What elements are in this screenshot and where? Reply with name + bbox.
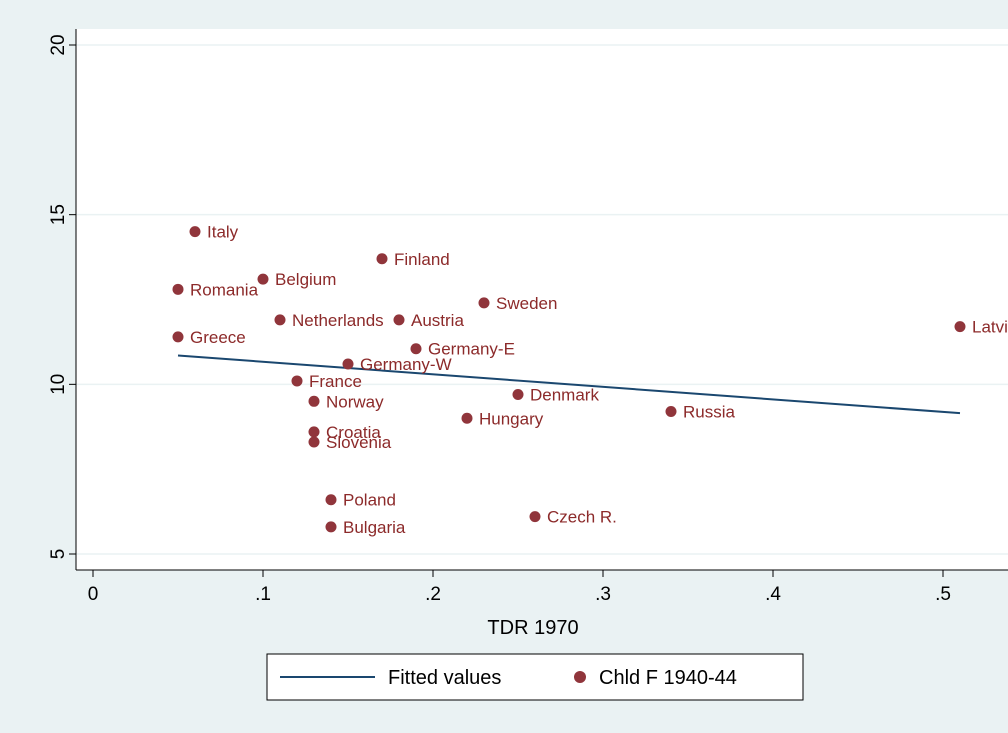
point-label: Norway <box>326 392 384 411</box>
scatter-point <box>308 436 320 448</box>
legend: Fitted values Chld F 1940-44 <box>266 653 804 701</box>
y-tick-label: 5 <box>48 549 69 560</box>
x-axis-ticks: 0 .1 .2 .3 .4 .5 <box>88 570 951 605</box>
point-label: Croatia <box>326 423 381 442</box>
scatter-point <box>308 426 320 438</box>
y-tick-label: 20 <box>48 34 69 55</box>
scatter-point <box>512 389 524 401</box>
scatter-point <box>529 511 541 523</box>
scatter-point <box>954 321 966 333</box>
point-label: Russia <box>683 402 736 421</box>
legend-label-points: Chld F 1940-44 <box>599 667 737 689</box>
point-label: Denmark <box>530 386 599 405</box>
scatter-point <box>308 395 320 407</box>
x-tick-label: .3 <box>595 584 611 605</box>
scatter-point <box>410 343 422 355</box>
x-tick-label: 0 <box>88 584 99 605</box>
scatter-point <box>376 253 388 265</box>
x-tick-label: .2 <box>425 584 441 605</box>
legend-marker-swatch <box>574 671 586 683</box>
scatter-point <box>478 297 490 309</box>
x-tick-label: .1 <box>255 584 271 605</box>
point-label: France <box>309 372 362 391</box>
point-label: Austria <box>411 311 464 330</box>
scatter-point <box>257 273 269 285</box>
y-tick-label: 15 <box>48 204 69 225</box>
point-label: Romania <box>190 280 259 299</box>
point-label: Latvia <box>972 318 1008 337</box>
scatter-point <box>342 358 354 370</box>
point-label: Germany-W <box>360 355 452 374</box>
x-axis-title: TDR 1970 <box>487 617 578 639</box>
scatter-point <box>393 314 405 326</box>
fitted-line-layer <box>177 354 961 415</box>
point-label: Germany-E <box>428 340 515 359</box>
point-label: Netherlands <box>292 311 384 330</box>
fitted-line <box>177 354 961 415</box>
scatter-point <box>189 226 201 238</box>
point-label: Poland <box>343 491 396 510</box>
scatter-points-layer: Italy Finland Belgium Romania Sweden Netherla… <box>172 223 1008 537</box>
scatter-point <box>291 375 303 387</box>
point-label: Czech R. <box>547 508 617 527</box>
point-label: Greece <box>190 328 246 347</box>
x-tick-label: .5 <box>935 584 951 605</box>
point-label: Finland <box>394 250 450 269</box>
scatter-point <box>325 494 337 506</box>
scatter-point <box>172 283 184 295</box>
point-label: Sweden <box>496 294 557 313</box>
point-label: Hungary <box>479 409 544 428</box>
plot-area <box>76 29 1008 570</box>
point-label: Bulgaria <box>343 518 406 537</box>
scatter-point <box>274 314 286 326</box>
point-label: Slovenia <box>326 433 392 452</box>
grid-lines <box>76 44 1008 555</box>
scatter-point <box>172 331 184 343</box>
point-label: Belgium <box>275 270 336 289</box>
scatter-point <box>461 412 473 424</box>
y-axis-ticks: 5 10 15 20 <box>48 34 76 559</box>
scatter-point <box>665 405 677 417</box>
scatter-point <box>325 521 337 533</box>
y-tick-label: 10 <box>48 374 69 395</box>
legend-label-fitted: Fitted values <box>388 667 501 689</box>
x-tick-label: .4 <box>765 584 781 605</box>
point-label: Italy <box>207 223 239 242</box>
